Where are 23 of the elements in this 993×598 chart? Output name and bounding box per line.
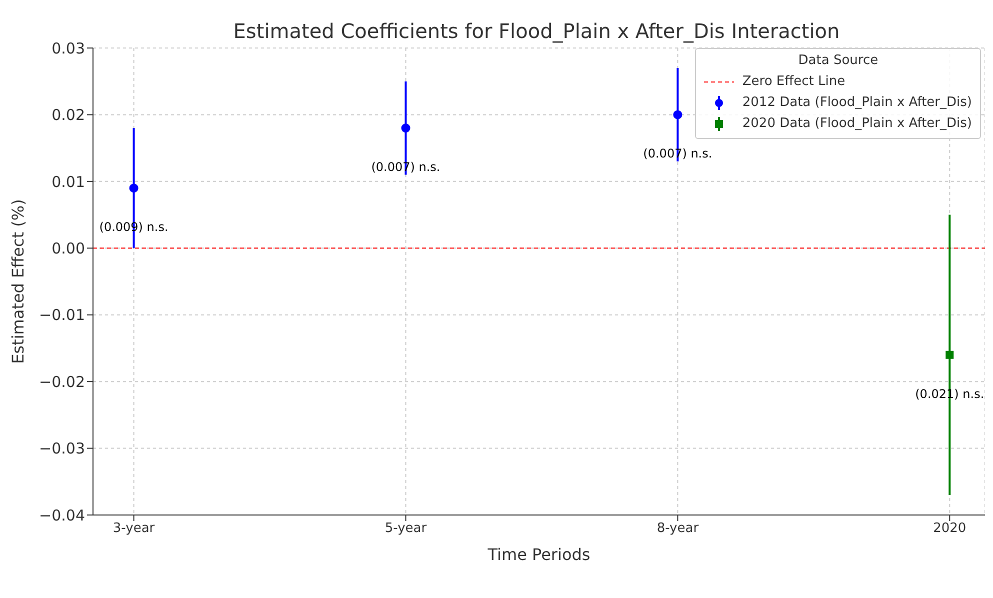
x-tick-label: 8-year	[656, 521, 700, 536]
y-tick-label: 0.00	[52, 239, 85, 258]
point	[946, 350, 954, 359]
legend-label: 2012 Data (Flood_Plain x After_Dis)	[742, 95, 972, 110]
y-tick-label: −0.02	[39, 372, 85, 391]
y-tick-label: −0.04	[39, 506, 85, 524]
legend-title: Data Source	[797, 53, 880, 68]
y-axis-title: Estimated Effect (%)	[8, 199, 28, 364]
x-tick-label: 3-year	[112, 521, 156, 536]
x-tick-label: 2020	[933, 521, 966, 536]
point	[673, 110, 682, 120]
chart-title: Estimated Coefficients for Flood_Plain x After_Dis Interaction	[233, 19, 840, 43]
y-tick-label: 0.03	[52, 39, 85, 58]
x-axis-title: Time Periods	[486, 545, 590, 564]
x-tick-label: 5-year	[384, 521, 428, 536]
y-tick-label: 0.01	[52, 172, 85, 191]
point	[129, 184, 138, 193]
y-tick-label: −0.03	[39, 440, 85, 458]
y-tick-label: 0.02	[52, 106, 85, 124]
point	[401, 124, 410, 133]
y-tick-label: −0.01	[39, 306, 85, 324]
legend-label: Zero Effect Line	[742, 74, 846, 89]
legend-label: 2020 Data (Flood_Plain x After_Dis)	[742, 116, 972, 131]
